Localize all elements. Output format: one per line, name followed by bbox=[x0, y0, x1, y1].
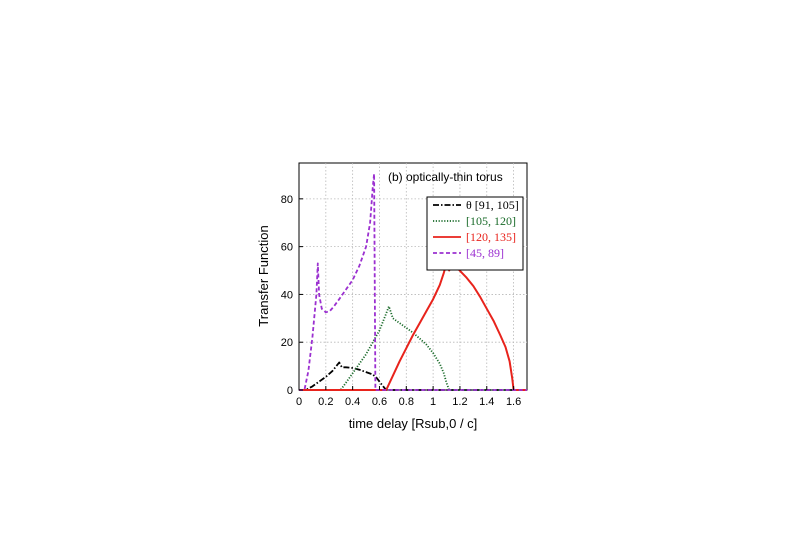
x-tick-label: 1.2 bbox=[452, 396, 467, 408]
x-axis-label: time delay [Rsub,0 / c] bbox=[349, 416, 478, 431]
legend-label-3: [120, 135] bbox=[466, 230, 516, 244]
y-tick-label: 60 bbox=[281, 242, 293, 254]
y-tick-label: 40 bbox=[281, 289, 293, 301]
x-tick-label: 1 bbox=[430, 396, 436, 408]
x-tick-label: 0.8 bbox=[399, 396, 414, 408]
x-tick-label: 0.6 bbox=[372, 396, 387, 408]
x-ticks: 0 0.2 0.4 0.6 0.8 1 1.2 1.4 1.6 bbox=[296, 386, 521, 408]
y-tick-label: 0 bbox=[287, 385, 293, 397]
y-tick-label: 80 bbox=[281, 194, 293, 206]
legend-label-1: θ [91, 105] bbox=[466, 198, 519, 212]
y-axis-label: Transfer Function bbox=[256, 225, 271, 326]
x-tick-label: 0.4 bbox=[345, 396, 360, 408]
y-tick-label: 20 bbox=[281, 337, 293, 349]
x-tick-label: 1.6 bbox=[506, 396, 521, 408]
series-line-2 bbox=[299, 305, 527, 391]
legend-box bbox=[426, 196, 524, 271]
annotation: (b) optically-thin torus bbox=[388, 170, 503, 184]
x-tick-label: 1.4 bbox=[479, 396, 494, 408]
legend: θ [91, 105] [105, 120] [120, 135] [45, 89] bbox=[426, 196, 524, 271]
legend-label-2: [105, 120] bbox=[466, 214, 516, 228]
x-tick-label: 0.2 bbox=[318, 396, 333, 408]
legend-items: θ [91, 105] [105, 120] [120, 135] [45, 89] bbox=[433, 198, 519, 260]
legend-label-4: [45, 89] bbox=[466, 246, 504, 260]
x-tick-label: 0 bbox=[296, 396, 302, 408]
series-line-1 bbox=[299, 361, 527, 391]
series-line-4 bbox=[299, 172, 527, 391]
y-ticks: 0 20 40 60 80 bbox=[281, 194, 303, 397]
